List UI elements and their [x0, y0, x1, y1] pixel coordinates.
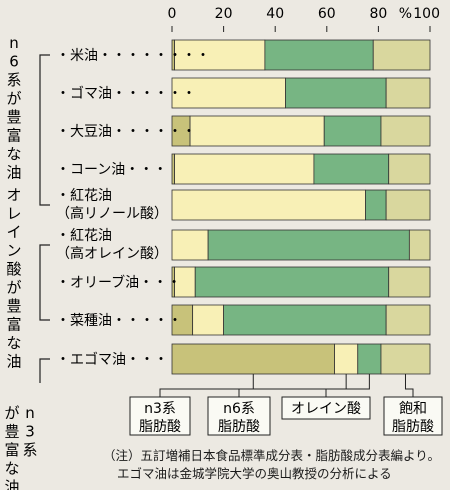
group-label-char: レ [6, 205, 21, 223]
group-label-char: 油 [6, 164, 21, 182]
group-label-char: n [9, 34, 19, 52]
bar-segment [171, 343, 335, 375]
group-label-char: n [25, 404, 35, 422]
group-label-char: 系 [6, 71, 21, 89]
group-label-char: 豊 [6, 108, 21, 126]
group-bracket [39, 244, 50, 321]
category-label: ・コーン油・・・ [56, 162, 167, 178]
bar-segment [372, 39, 431, 71]
bar-segment [385, 189, 431, 221]
category-label: ・菜種油・・・・・ [56, 313, 182, 329]
footnote-line-1: （注）五訂増補日本食品標準成分表・脂肪酸成分表編より。 [103, 448, 441, 463]
category-label: ・ゴマ油・・・・・・ [56, 85, 196, 102]
bar-segment [223, 304, 387, 336]
category-label-sub: （高オレイン酸） [56, 245, 168, 262]
x-tick-label: 100 [413, 6, 440, 22]
group-label-char: 富 [4, 441, 19, 459]
bar-segment [380, 343, 431, 375]
category-label: ・米油・・・・・・・・ [56, 48, 210, 64]
bar-segment [194, 266, 390, 298]
group-label-char: 系 [22, 441, 37, 459]
bar-segment [323, 115, 382, 147]
x-tick-label: 0 [168, 6, 177, 22]
category-label: ・紅花油 [56, 228, 112, 244]
legend-pointer [325, 374, 370, 397]
bar-segment [171, 229, 209, 261]
bar-segment [189, 115, 325, 147]
footnote: （注）五訂増補日本食品標準成分表・脂肪酸成分表編より。 エゴマ油は金城学院大学の… [103, 447, 448, 483]
x-tick-label: 20 [215, 6, 233, 22]
group-label-char: 富 [6, 127, 21, 145]
category-label: ・エゴマ油・・・ [56, 351, 168, 368]
bar-segment [385, 304, 431, 336]
group-label-char: オ [6, 186, 21, 204]
category-label: ・紅花油 [56, 188, 112, 204]
bar-segment [285, 77, 387, 109]
legend-box [129, 396, 191, 436]
bar-segment [334, 343, 359, 375]
legend-box [207, 396, 271, 436]
group-label-char: 豊 [6, 297, 21, 315]
bar-segment [388, 266, 431, 298]
group-bracket [39, 54, 50, 206]
group-label-char: 6 [9, 53, 19, 71]
legend-box [281, 396, 371, 420]
bar-segment [380, 115, 431, 147]
legend-label: n6系 [223, 401, 255, 417]
x-unit-label: % [399, 6, 412, 22]
x-tick-label: 60 [318, 6, 336, 22]
bar-segment [171, 77, 286, 109]
x-tick-label: 40 [266, 6, 284, 22]
group-label-char: な [6, 145, 21, 163]
bar-segment [264, 39, 374, 71]
x-tick-label: 80 [369, 6, 387, 22]
bar-segment [207, 229, 410, 261]
bar-segment [313, 153, 390, 185]
group-label-char: が [6, 279, 21, 297]
bar-segment [171, 189, 366, 221]
legend-label: n3系 [144, 401, 176, 417]
group-label-char: が [4, 404, 19, 422]
group-label-char: 3 [25, 423, 35, 441]
legend-pointer [238, 374, 347, 397]
category-label: ・オリーブ油・・・ [56, 274, 181, 291]
legend-pointer [404, 374, 414, 397]
bar-segment [408, 229, 431, 261]
legend-label: 脂肪酸 [218, 419, 260, 435]
bar-segment [357, 343, 382, 375]
group-label-char: な [4, 460, 19, 478]
category-label-sub: （高リノール酸） [56, 205, 168, 222]
bar-segment [388, 153, 431, 185]
category-label: ・大豆油・・・・・・ [56, 124, 196, 140]
legend-label: オレイン酸 [291, 401, 361, 417]
group-label-char: 富 [6, 316, 21, 334]
group-label-char: イ [6, 223, 21, 241]
legend-pointer [159, 374, 254, 397]
bar-segment [192, 304, 224, 336]
group-label-char: ン [6, 242, 21, 260]
bar-segment [174, 153, 315, 185]
bar-segment [365, 189, 387, 221]
legend-label: 飽和 [399, 400, 427, 417]
legend-box [383, 396, 443, 436]
group-bracket [39, 358, 50, 383]
legend-label: 脂肪酸 [139, 419, 181, 435]
footnote-line-2: エゴマ油は金城学院大学の奥山教授の分析による [117, 466, 392, 481]
group-label-char: が [6, 90, 21, 108]
legend-label: 脂肪酸 [392, 419, 434, 435]
group-label-char: な [6, 334, 21, 352]
group-label-char: 豊 [4, 423, 19, 441]
group-label-char: 油 [6, 353, 21, 371]
bar-segment [385, 77, 431, 109]
group-label-char: 油 [4, 478, 19, 490]
group-label-char: 酸 [6, 260, 21, 278]
